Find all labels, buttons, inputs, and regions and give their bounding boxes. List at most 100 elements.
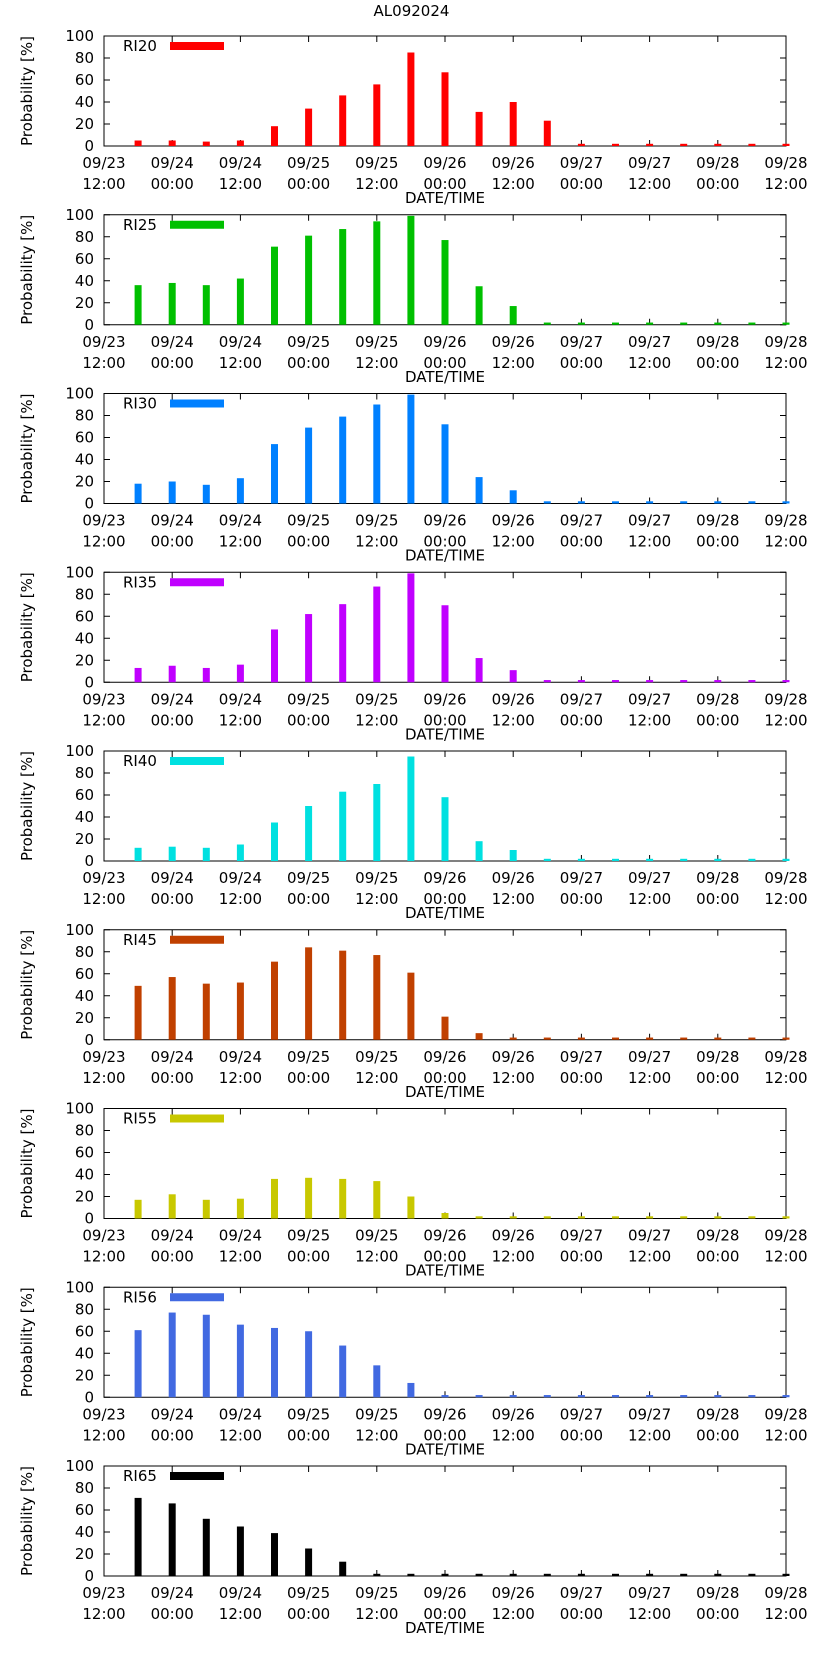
ri55-bar — [714, 1216, 722, 1219]
ri35-bar — [339, 604, 347, 683]
ri45-bar — [168, 977, 176, 1040]
ri35-xtick-time: 00:00 — [151, 711, 194, 729]
ri65-xtick-time: 00:00 — [151, 1605, 194, 1623]
ri55-xtick-time: 00:00 — [423, 1248, 466, 1266]
ri56-xtick-date: 09/25 — [355, 1405, 398, 1423]
ri40-bar — [577, 858, 585, 861]
ri55-ytick-label: 40 — [75, 1166, 94, 1184]
ri45-xtick-date: 09/26 — [492, 1048, 535, 1066]
ri45-ytick-label: 80 — [75, 943, 94, 961]
ri56-xtick-date: 09/26 — [423, 1405, 466, 1423]
ri20-ytick-label: 60 — [75, 71, 94, 89]
ri40-xtick-time: 00:00 — [287, 890, 330, 908]
ri35-bar — [305, 614, 313, 683]
ri35-xtick-date: 09/26 — [423, 690, 466, 708]
ri30-bar — [646, 501, 654, 504]
ri25-xtick-date: 09/27 — [628, 333, 671, 351]
ri65-xtick-time: 00:00 — [423, 1605, 466, 1623]
ri35-bar — [202, 667, 210, 683]
ri55-xtick-date: 09/28 — [764, 1227, 807, 1245]
ri35-xtick-date: 09/25 — [355, 690, 398, 708]
ri40-xtick-date: 09/26 — [423, 869, 466, 887]
ri40-ytick-label: 20 — [75, 830, 94, 848]
ri30-xtick-time: 00:00 — [423, 533, 466, 551]
ri35-bar — [646, 680, 654, 683]
ri20-xtick-date: 09/26 — [423, 154, 466, 172]
ri35-ylabel: Probability [%] — [18, 572, 36, 682]
ri40-xtick-time: 12:00 — [219, 890, 262, 908]
ri25-ytick-label: 40 — [75, 272, 94, 290]
ri65-xtick-date: 09/25 — [355, 1584, 398, 1602]
ri45-xtick-time: 00:00 — [151, 1069, 194, 1087]
ri56-xtick-date: 09/25 — [287, 1405, 330, 1423]
ri20-xtick-date: 09/27 — [560, 154, 603, 172]
ri55-bar — [236, 1198, 244, 1219]
ri30-bar — [407, 394, 415, 504]
ri25-xlabel: DATE/TIME — [405, 368, 485, 386]
ri35-xtick-date: 09/27 — [560, 690, 603, 708]
ri30-xtick-date: 09/25 — [287, 512, 330, 530]
ri65-xtick-date: 09/28 — [764, 1584, 807, 1602]
ri20-bar — [407, 52, 415, 146]
ri45-xtick-date: 09/28 — [764, 1048, 807, 1066]
ri56-bar — [271, 1327, 278, 1398]
ri20-ytick-label: 20 — [75, 115, 94, 133]
ri20-bar — [271, 126, 278, 146]
ri55-ylabel: Probability [%] — [18, 1108, 36, 1218]
ri65-ytick-label: 20 — [75, 1545, 94, 1563]
ri30-bar — [543, 501, 551, 504]
ri20-bar — [577, 143, 585, 146]
ri30-bar — [680, 501, 688, 504]
ri20-bar — [714, 143, 722, 146]
ri65-xtick-time: 00:00 — [560, 1605, 603, 1623]
ri40-bar — [646, 858, 654, 861]
ri40-bar — [236, 844, 244, 861]
ri55-bar — [782, 1216, 790, 1219]
ri20-xlabel: DATE/TIME — [405, 189, 485, 207]
ri56-bar — [202, 1314, 210, 1398]
ri65-bar — [407, 1573, 415, 1576]
ri30-bar — [714, 501, 722, 504]
ri40-bar — [680, 858, 688, 861]
ri25-bar — [305, 235, 313, 325]
ri45-bar — [714, 1037, 722, 1040]
ri25-bar — [577, 322, 585, 325]
ri30-bar — [305, 427, 313, 504]
ri25-xtick-time: 00:00 — [423, 354, 466, 372]
ri56-ytick-label: 40 — [75, 1344, 94, 1362]
ri40-bar — [441, 797, 449, 861]
ri30-bar — [168, 481, 176, 504]
ri25-xtick-date: 09/27 — [560, 333, 603, 351]
ri40-bar — [782, 858, 790, 861]
ri56-xtick-time: 00:00 — [423, 1426, 466, 1444]
ri55-bar — [202, 1199, 210, 1219]
ri56-xtick-date: 09/28 — [764, 1405, 807, 1423]
ri56-xtick-time: 12:00 — [82, 1426, 125, 1444]
ri40-xtick-date: 09/23 — [82, 869, 125, 887]
ri30-xtick-time: 00:00 — [151, 533, 194, 551]
ri56-ytick-label: 60 — [75, 1322, 94, 1340]
ri25-ytick-label: 0 — [84, 316, 94, 334]
ri20-ytick-label: 80 — [75, 49, 94, 67]
ri25-bar — [543, 322, 551, 325]
ri55-ytick-label: 80 — [75, 1122, 94, 1140]
ri25-ytick-label: 80 — [75, 228, 94, 246]
ri20-bar — [134, 140, 142, 146]
ri25-xtick-date: 09/28 — [696, 333, 739, 351]
ri45-bar — [202, 983, 210, 1040]
ri65-xtick-time: 00:00 — [696, 1605, 739, 1623]
ri56-xtick-time: 12:00 — [492, 1426, 535, 1444]
ri55-bar — [407, 1196, 415, 1219]
ri25-bar — [271, 246, 278, 325]
ri35-bar — [543, 680, 551, 683]
ri55-xtick-time: 12:00 — [82, 1248, 125, 1266]
ri20-ytick-label: 100 — [65, 27, 94, 45]
ri20-bar — [202, 141, 210, 146]
ri25-xtick-date: 09/23 — [82, 333, 125, 351]
ri55-xtick-time: 12:00 — [492, 1248, 535, 1266]
ri55-legend-label: RI55 — [123, 1110, 157, 1128]
ri35-xtick-time: 12:00 — [219, 711, 262, 729]
ri35-bar — [680, 680, 688, 683]
ri55-bar — [577, 1216, 585, 1219]
ri20-bar — [612, 143, 619, 146]
